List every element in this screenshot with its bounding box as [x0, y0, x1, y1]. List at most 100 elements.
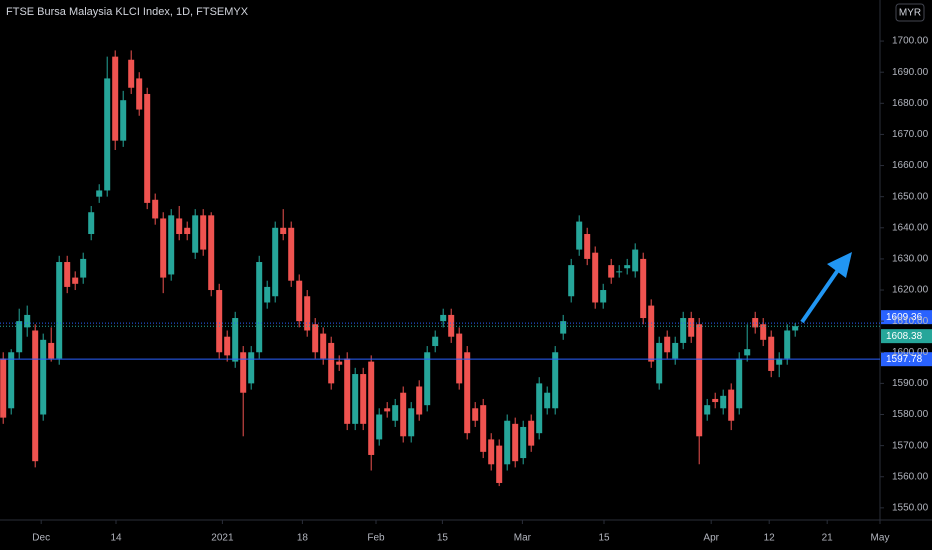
candle-body	[336, 361, 343, 365]
candle-body	[552, 352, 559, 409]
candle-body	[584, 234, 591, 259]
currency-box[interactable]	[895, 3, 925, 22]
candle-body	[392, 405, 399, 421]
candle-body	[320, 333, 327, 359]
candle-body	[104, 78, 111, 191]
candle-body	[784, 330, 791, 359]
candle-body	[416, 386, 423, 415]
candle-body	[448, 314, 455, 337]
y-tick-label: 1610.00	[892, 316, 929, 327]
candles	[0, 50, 799, 487]
candle-body	[520, 426, 527, 459]
candle-body	[176, 218, 183, 235]
y-tick-label: 1700.00	[892, 36, 929, 47]
candle-body	[496, 445, 503, 483]
candle-body	[480, 405, 487, 452]
candle-body	[640, 258, 647, 319]
candle-body	[232, 318, 239, 362]
candle-body	[736, 358, 743, 409]
candle-body	[272, 227, 279, 297]
candle-body	[720, 395, 727, 409]
price-label: 1608.38	[886, 331, 923, 342]
candle-body	[344, 358, 351, 424]
y-tick-label: 1620.00	[892, 285, 929, 296]
candle-body	[192, 215, 199, 253]
candle-body	[656, 342, 663, 384]
candle-body	[160, 218, 167, 278]
candle-body	[120, 100, 127, 141]
candle-body	[112, 56, 119, 141]
candle-body	[464, 352, 471, 434]
x-tick-label: 14	[110, 533, 122, 544]
y-tick-label: 1570.00	[892, 440, 929, 451]
candle-body	[456, 333, 463, 384]
candle-body	[624, 265, 631, 269]
candle-body	[704, 405, 711, 415]
candle-body	[472, 408, 479, 421]
candle-body	[24, 314, 31, 328]
candle-body	[296, 280, 303, 322]
candle-body	[576, 221, 583, 250]
y-tick-label: 1590.00	[892, 378, 929, 389]
candle-body	[64, 262, 71, 287]
candle-body	[8, 352, 15, 409]
candle-body	[200, 215, 207, 250]
price-label: 1597.78	[886, 354, 923, 365]
candle-body	[16, 321, 23, 353]
candle-body	[312, 324, 319, 353]
candle-body	[256, 262, 263, 353]
candle-body	[664, 336, 671, 353]
candle-body	[728, 389, 735, 421]
y-tick-label: 1690.00	[892, 67, 929, 78]
y-tick-label: 1560.00	[892, 471, 929, 482]
x-tick-label: May	[871, 533, 890, 544]
y-tick-label: 1650.00	[892, 191, 929, 202]
candle-body	[136, 78, 143, 110]
candle-body	[328, 342, 335, 384]
candle-body	[240, 352, 247, 393]
y-tick-label: 1600.00	[892, 347, 929, 358]
candle-body	[168, 215, 175, 275]
candle-body	[696, 324, 703, 437]
candle-body	[368, 361, 375, 455]
candle-body	[528, 420, 535, 446]
y-tick-label: 1580.00	[892, 409, 929, 420]
x-tick-label: 2021	[211, 533, 234, 544]
candle-body	[592, 252, 599, 303]
x-tick-label: Apr	[703, 533, 719, 544]
candle-body	[792, 326, 799, 331]
y-tick-label: 1550.00	[892, 503, 929, 514]
candle-body	[32, 330, 39, 462]
candle-body	[544, 392, 551, 409]
candle-body	[80, 258, 87, 278]
x-tick-label: Feb	[367, 533, 385, 544]
candle-body	[248, 352, 255, 384]
candle-body	[432, 336, 439, 347]
y-tick-label: 1660.00	[892, 160, 929, 171]
x-tick-label: Dec	[32, 533, 50, 544]
candle-body	[72, 277, 79, 284]
candle-body	[648, 305, 655, 362]
arrow-head	[827, 252, 852, 278]
candle-body	[208, 215, 215, 291]
candle-body	[216, 290, 223, 353]
currency[interactable]: MYR	[899, 8, 921, 19]
annotation-arrow	[800, 252, 852, 324]
price-label-box	[881, 329, 932, 344]
candle-body	[352, 374, 359, 424]
y-tick-label: 1680.00	[892, 98, 929, 109]
candle-body	[128, 59, 135, 88]
x-tick-label: Mar	[514, 533, 532, 544]
candle-body	[760, 324, 767, 340]
candle-body	[424, 352, 431, 406]
candle-body	[384, 408, 391, 412]
candle-body	[48, 342, 55, 359]
candle-body	[560, 321, 567, 334]
candle-body	[536, 383, 543, 434]
candle-body	[768, 336, 775, 371]
candle-body	[608, 265, 615, 278]
candle-body	[688, 318, 695, 337]
candle-body	[152, 199, 159, 219]
